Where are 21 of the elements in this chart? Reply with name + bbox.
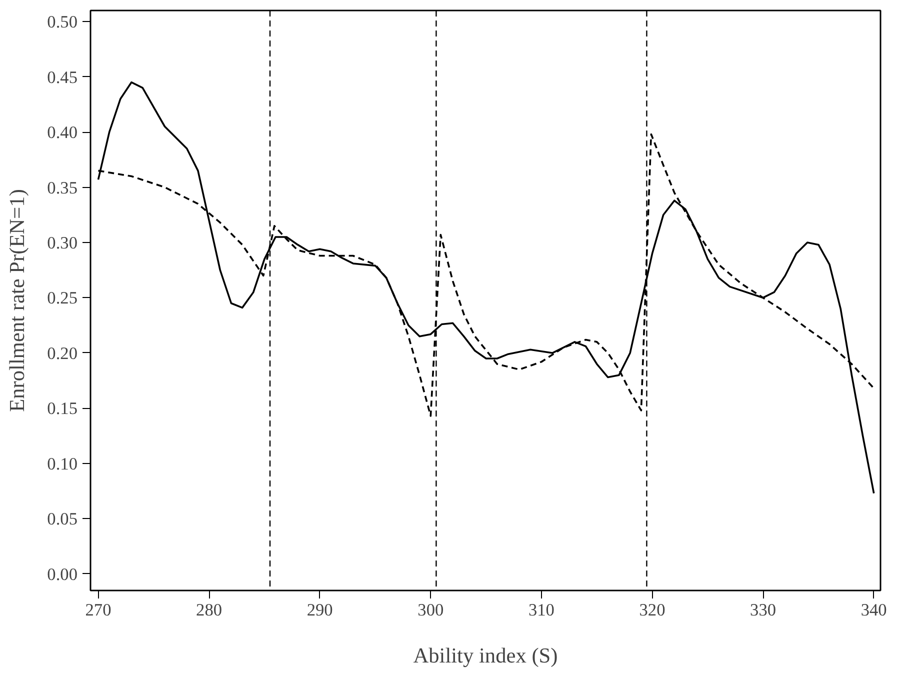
x-tick-label: 290: [306, 600, 333, 620]
y-tick-label: 0.50: [47, 12, 78, 32]
x-tick-label: 340: [860, 600, 887, 620]
y-axis-title: Enrollment rate Pr(EN=1): [5, 189, 30, 412]
y-tick-label: 0.10: [47, 454, 78, 474]
y-tick-label: 0.25: [47, 288, 78, 308]
y-tick-label: 0.45: [47, 68, 78, 87]
x-tick-label: 280: [196, 600, 222, 620]
x-tick-label: 270: [85, 600, 112, 620]
x-tick-label: 320: [639, 600, 666, 620]
x-axis-title: Ability index (S): [413, 644, 558, 668]
x-tick-label: 300: [418, 600, 444, 620]
y-tick-label: 0.05: [47, 510, 78, 529]
x-tick-label: 310: [528, 600, 554, 620]
y-tick-label: 0.40: [47, 123, 78, 142]
y-tick-label: 0.30: [47, 234, 78, 252]
x-tick-label: 330: [750, 600, 776, 620]
y-tick-label: 0.15: [47, 399, 78, 418]
y-tick-label: 0.20: [47, 344, 78, 363]
y-tick-label: 0.00: [47, 564, 78, 584]
y-tick-label: 0.35: [47, 178, 78, 198]
